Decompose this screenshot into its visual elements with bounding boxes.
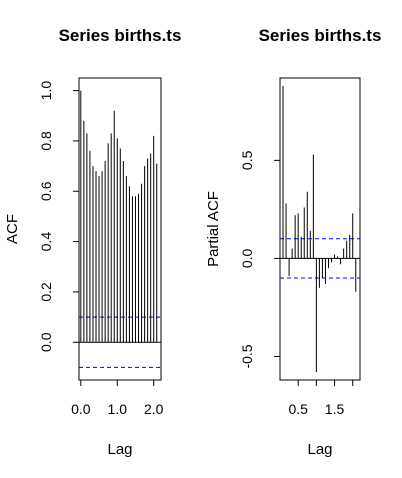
pacf-x-axis-label: Lag: [307, 441, 332, 458]
pacf-y-axis-label: Partial ACF: [205, 191, 222, 267]
acf-x-tick-label: 0.0: [71, 401, 91, 417]
acf-y-axis-label: ACF: [4, 214, 21, 244]
acf-y-tick-label: 0.0: [38, 332, 54, 352]
acf-x-axis-label: Lag: [107, 441, 132, 458]
pacf-title: Series births.ts: [259, 26, 382, 45]
pacf-panel: Series births.ts Partial ACF Lag -0.5 0.0…: [205, 26, 381, 458]
acf-x-tick-label: 2.0: [144, 401, 164, 417]
acf-y-tick-label: 0.8: [38, 131, 54, 151]
acf-y-tick-label: 1.0: [38, 81, 54, 101]
pacf-y-tick-label: 0.0: [239, 248, 255, 268]
acf-plot-frame: [78, 77, 162, 381]
acf-panel: Series births.ts ACF Lag 0.0 0.2 0.4 0.6 0.8…: [4, 26, 181, 458]
acf-y-tick-label: 0.2: [38, 282, 54, 302]
acf-y-tick-label: 0.6: [38, 181, 54, 201]
acf-y-tick-label: 0.4: [38, 232, 54, 252]
pacf-x-tick-label: 1.5: [325, 401, 345, 417]
pacf-x-tick-label: 0.5: [288, 401, 308, 417]
pacf-y-tick-label: 0.5: [239, 150, 255, 170]
pacf-y-tick-label: -0.5: [239, 344, 255, 368]
acf-marks: 0.0 0.2 0.4 0.6 0.8 1.0 0.0 1.0 2.0: [38, 81, 164, 417]
acf-x-tick-label: 1.0: [108, 401, 128, 417]
pacf-marks: -0.5 0.0 0.5 0.5 1.5: [239, 85, 360, 417]
pacf-plot-frame: [279, 77, 361, 381]
acf-title: Series births.ts: [59, 26, 182, 45]
